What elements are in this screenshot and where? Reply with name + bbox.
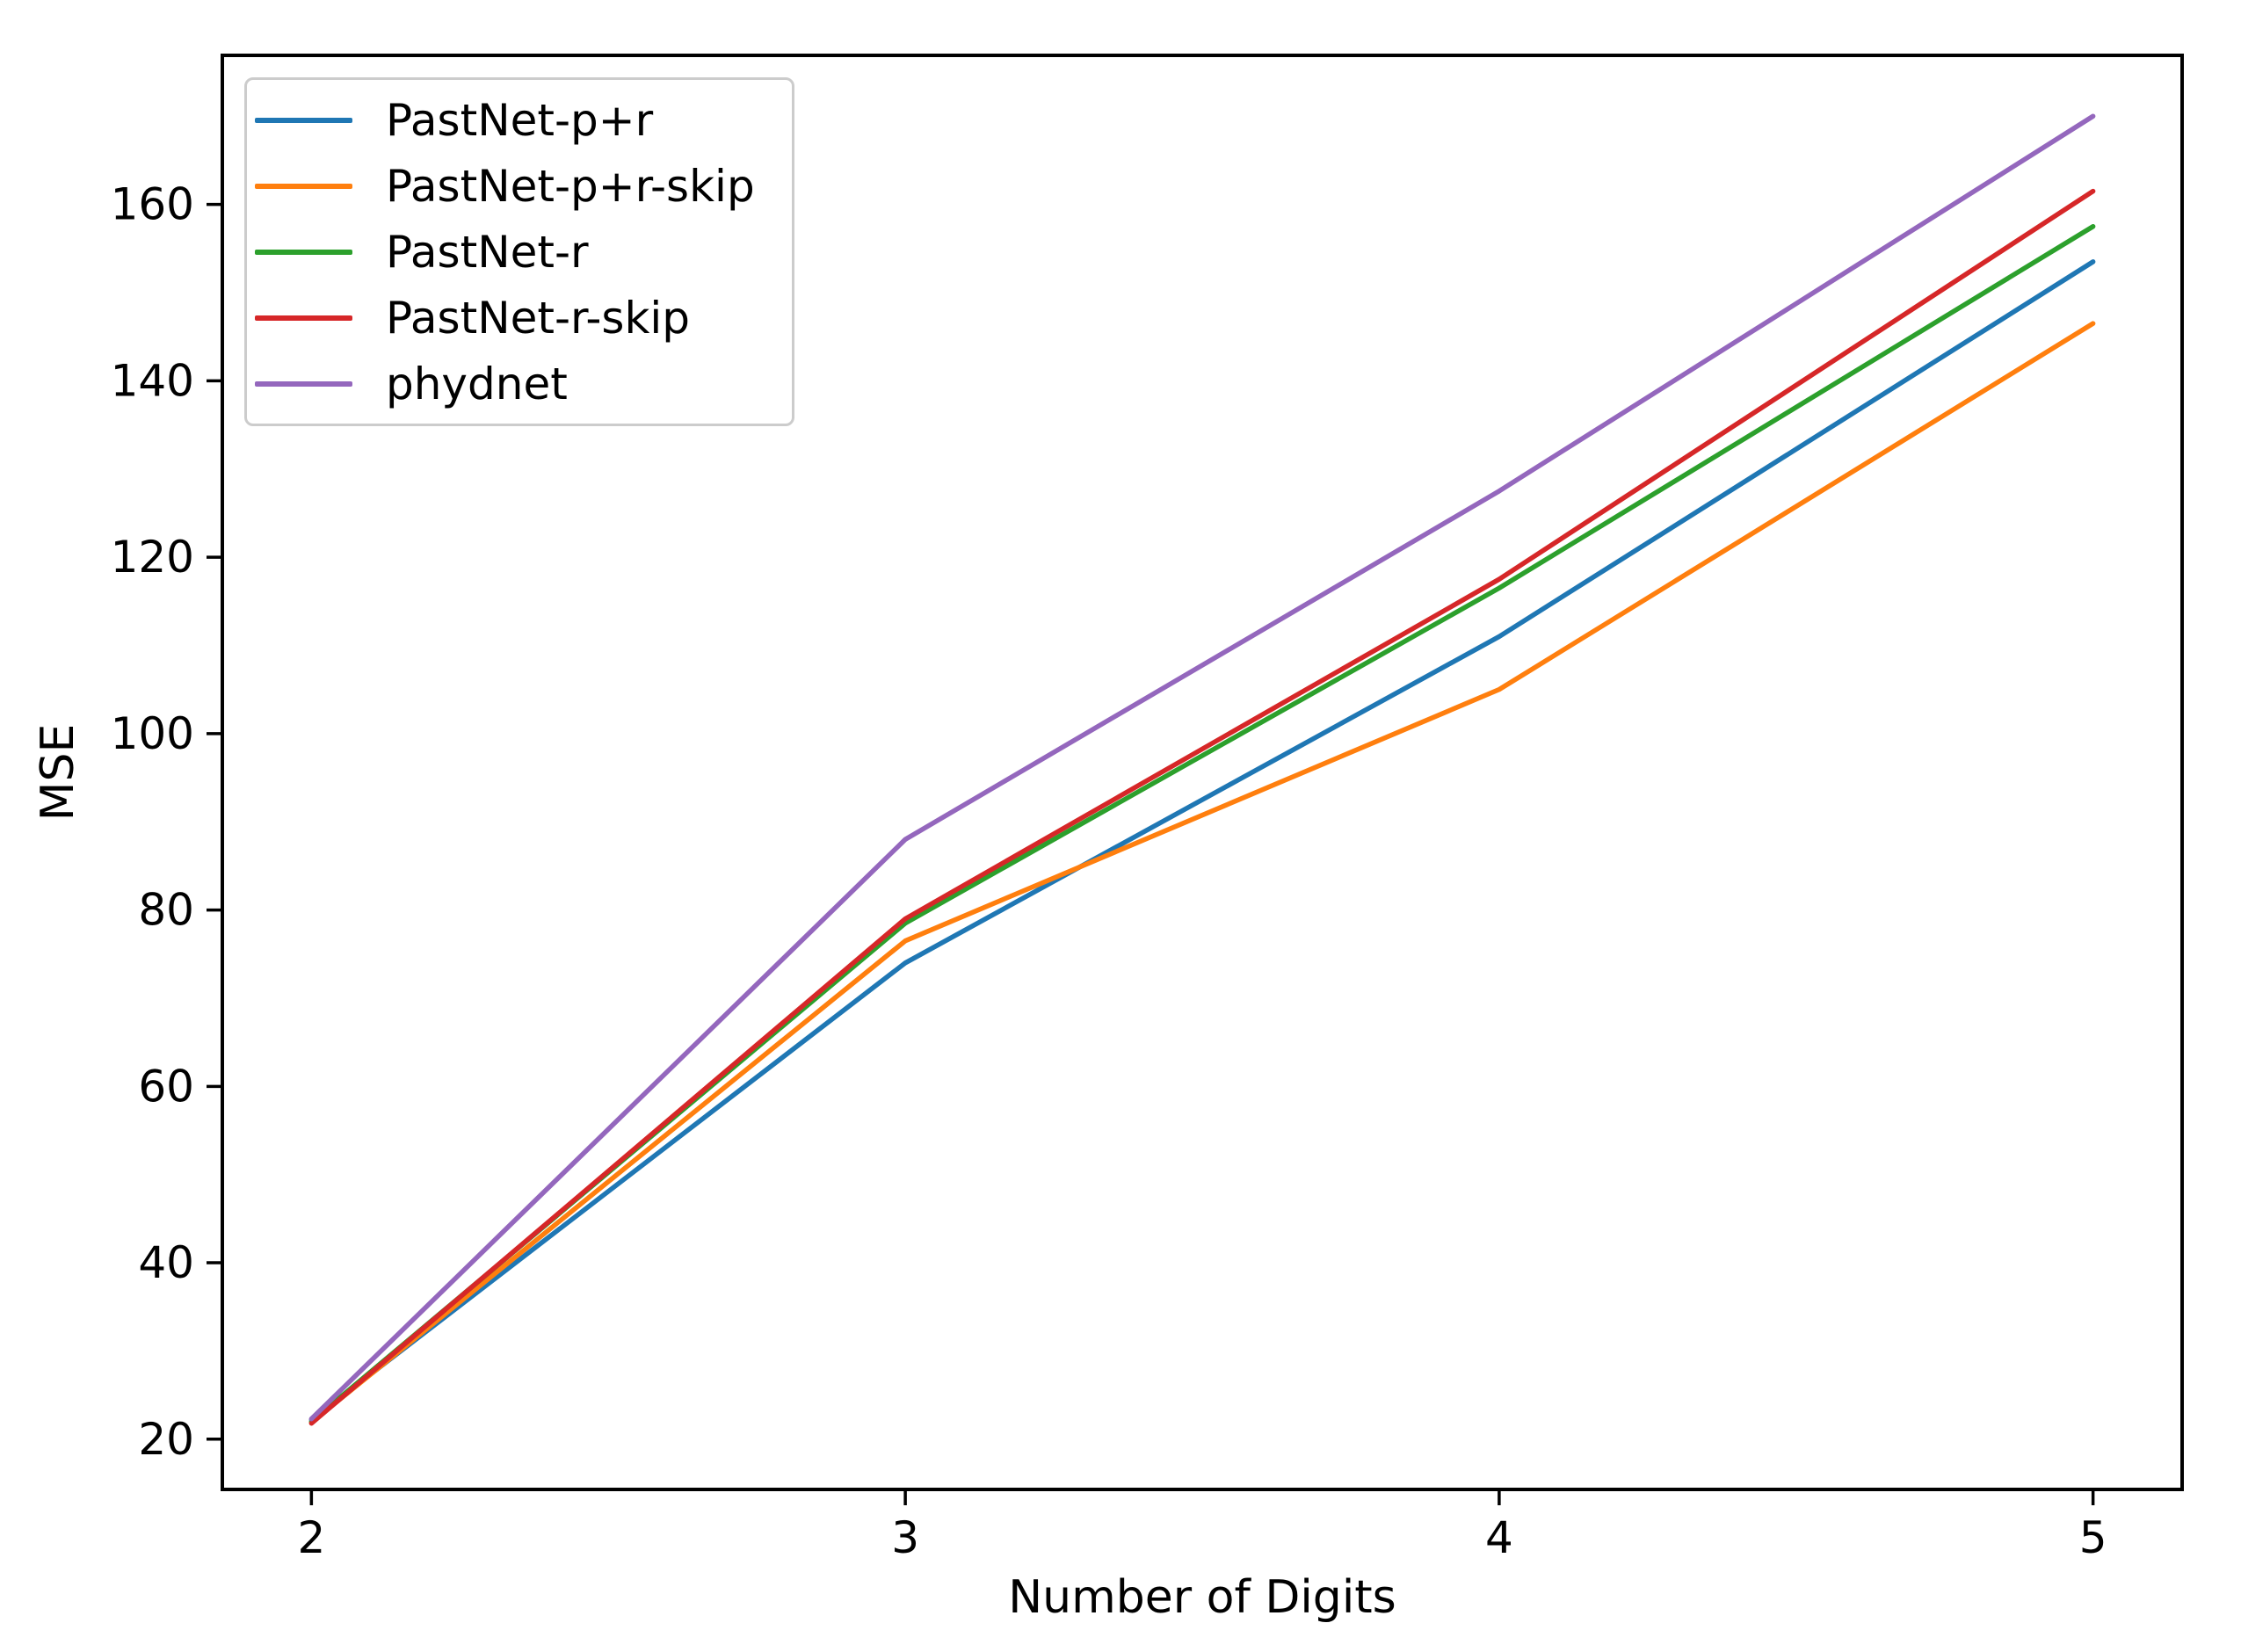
legend-item-phydnet: phydnet [255, 351, 755, 417]
legend-label: PastNet-p+r [386, 94, 654, 146]
series-line-pastnet-p-r [308, 259, 2096, 1423]
y-tick-label: 80 [138, 885, 194, 936]
y-tick-label: 60 [138, 1061, 194, 1112]
x-axis-label: Number of Digits [1008, 1571, 1396, 1624]
series-line-phydnet [308, 113, 2096, 1422]
legend-item-pastnet-r-skip: PastNet-r-skip [255, 285, 755, 351]
x-tick-label: 3 [891, 1512, 919, 1563]
y-tick-label: 160 [111, 179, 194, 230]
series-line-pastnet-r-skip [308, 188, 2096, 1426]
y-tick-label: 40 [138, 1237, 194, 1288]
legend-line-swatch [255, 117, 352, 123]
y-tick-label: 20 [138, 1414, 194, 1465]
plot-border [221, 54, 2184, 1491]
y-axis-label: MSE [32, 723, 84, 822]
legend-line-swatch [255, 380, 352, 387]
legend-label: PastNet-r-skip [386, 292, 691, 344]
legend-label: phydnet [386, 358, 568, 409]
legend-item-pastnet-r: PastNet-r [255, 219, 755, 285]
legend-line-swatch [255, 249, 352, 255]
x-tick-label: 5 [2079, 1512, 2107, 1563]
y-tick-label: 100 [111, 708, 194, 759]
y-tick-label: 140 [111, 355, 194, 406]
legend-label: PastNet-p+r-skip [386, 160, 755, 212]
legend: PastNet-p+r PastNet-p+r-skip PastNet-r Past… [244, 77, 794, 426]
legend-label: PastNet-r [386, 226, 589, 278]
legend-item-pastnet-p-r: PastNet-p+r [255, 87, 755, 153]
y-tick-label: 120 [111, 532, 194, 583]
x-tick-label: 2 [297, 1512, 325, 1563]
legend-line-swatch [255, 315, 352, 321]
legend-line-swatch [255, 183, 352, 189]
legend-item-pastnet-p-r-skip: PastNet-p+r-skip [255, 153, 755, 219]
x-tick-label: 4 [1485, 1512, 1513, 1563]
series-line-pastnet-p-r-skip [308, 321, 2096, 1425]
